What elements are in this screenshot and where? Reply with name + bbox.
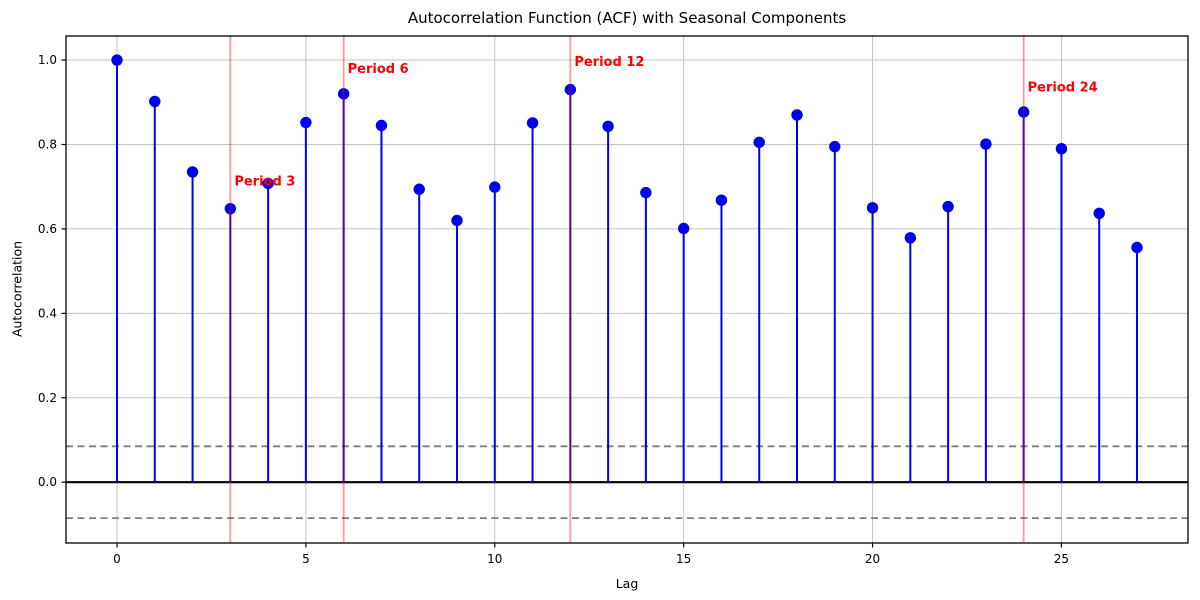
annotation-label: Period 6 <box>348 62 409 77</box>
stem-marker <box>1093 207 1105 220</box>
annotation-label: Period 12 <box>574 55 644 70</box>
stem-marker <box>111 54 123 66</box>
annotation-label: Period 24 <box>1028 81 1098 96</box>
stem-marker <box>602 120 614 133</box>
y-tick-label: 0.6 <box>38 222 57 236</box>
stem-marker <box>1055 143 1068 155</box>
plot-border <box>65 35 1189 544</box>
x-tick-label: 10 <box>487 552 502 566</box>
stem-marker <box>1017 106 1030 118</box>
stem-marker <box>149 95 161 108</box>
x-axis-label: Lag <box>615 576 639 591</box>
stem-marker <box>451 214 463 227</box>
x-tick-label: 20 <box>865 552 880 566</box>
stem-marker <box>564 83 577 96</box>
x-tick-label: 0 <box>113 552 121 566</box>
stem-marker <box>375 119 388 132</box>
stem-marker <box>1131 241 1143 254</box>
y-tick-label: 0.4 <box>38 306 57 320</box>
stem-marker <box>677 222 690 235</box>
axis-ticks: 0 5 10 15 20 25 0.0 0.2 0.4 0.6 0.8 1.0 <box>38 53 1069 566</box>
stem-marker <box>489 181 501 193</box>
stem-marker <box>791 109 803 121</box>
y-tick-label: 0.8 <box>38 137 57 151</box>
stem-marker <box>262 177 274 190</box>
stem-marker <box>866 202 879 214</box>
x-tick-label: 15 <box>676 552 691 566</box>
stem-marker <box>942 200 954 213</box>
x-tick-label: 5 <box>302 552 310 566</box>
stem-marker <box>300 116 312 129</box>
stem-series <box>111 54 1143 483</box>
stem-marker <box>526 117 539 129</box>
y-tick-label: 1.0 <box>38 53 57 67</box>
stem-marker <box>186 166 199 178</box>
y-tick-label: 0.0 <box>38 475 57 489</box>
stem-marker <box>904 232 917 244</box>
stem-marker <box>753 136 765 149</box>
chart-title: Autocorrelation Function (ACF) with Seas… <box>407 9 847 27</box>
stem-marker <box>980 138 992 150</box>
y-tick-label: 0.2 <box>38 391 57 405</box>
stem-marker <box>413 183 425 195</box>
x-tick-label: 25 <box>1054 552 1069 566</box>
stem-marker <box>829 140 841 153</box>
stem-marker <box>715 194 728 206</box>
stem-marker <box>640 186 652 199</box>
annotation-label: Period 3 <box>234 175 295 190</box>
stem-marker <box>224 202 237 215</box>
stem-marker <box>337 88 350 100</box>
